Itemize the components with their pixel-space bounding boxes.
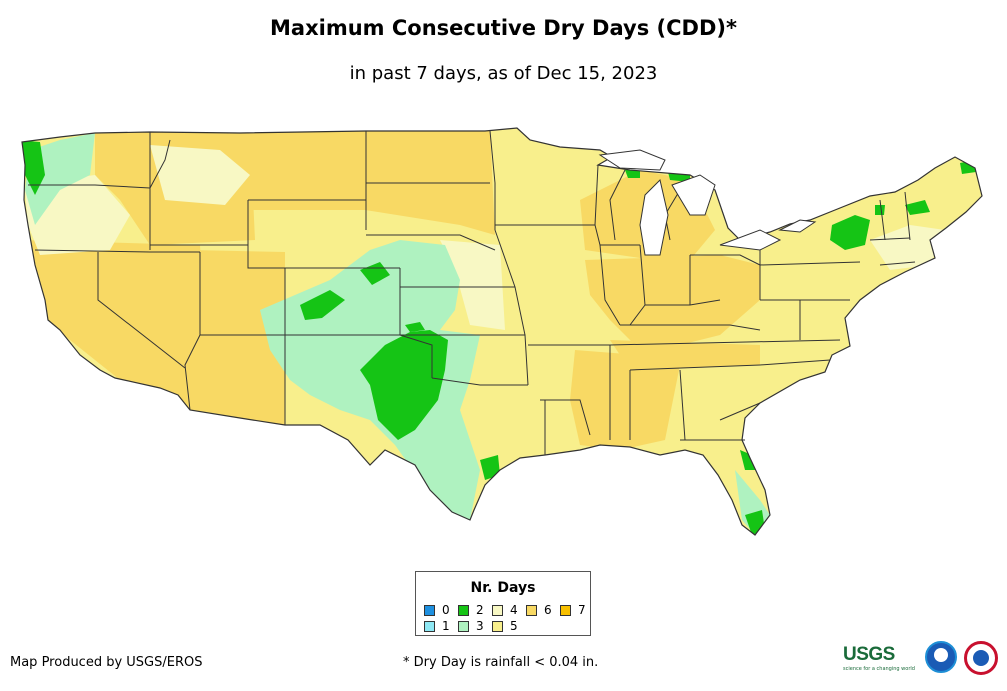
noaa-logo-icon — [925, 641, 957, 673]
legend-swatch — [424, 604, 435, 616]
legend-swatch — [526, 604, 537, 616]
legend-item-7: 7 — [560, 603, 586, 617]
usgs-logo: USGS — [843, 644, 895, 665]
legend-swatch — [458, 620, 469, 632]
legend-label: 7 — [578, 603, 586, 617]
legend-item-6: 6 — [526, 603, 552, 617]
legend-item-4: 4 — [492, 603, 518, 617]
legend: Nr. Days 0 1 2 3 4 5 6 — [415, 571, 591, 636]
legend-swatch — [492, 604, 503, 616]
legend-swatch — [492, 620, 503, 632]
great-lakes — [598, 149, 817, 256]
legend-label: 3 — [476, 619, 484, 633]
legend-item-3: 3 — [458, 619, 484, 633]
agency-logos: USGS science for a changing world — [843, 638, 1003, 680]
legend-swatch — [458, 604, 469, 616]
legend-item-5: 5 — [492, 619, 518, 633]
legend-swatch — [424, 620, 435, 632]
legend-label: 6 — [544, 603, 552, 617]
usgs-tagline: science for a changing world — [843, 666, 915, 672]
legend-item-0: 0 — [424, 603, 450, 617]
state-boundaries — [21, 127, 983, 536]
map-subtitle: in past 7 days, as of Dec 15, 2023 — [349, 63, 658, 84]
map-credit: Map Produced by USGS/EROS — [10, 655, 203, 670]
footnote: * Dry Day is rainfall < 0.04 in. — [403, 655, 599, 670]
legend-label: 0 — [442, 603, 450, 617]
legend-label: 2 — [476, 603, 484, 617]
legend-title: Nr. Days — [470, 580, 536, 596]
legend-label: 1 — [442, 619, 450, 633]
map-title: Maximum Consecutive Dry Days (CDD)* — [270, 16, 737, 40]
legend-item-2: 2 — [458, 603, 484, 617]
legend-label: 5 — [510, 619, 518, 633]
nws-logo-icon — [964, 641, 998, 675]
legend-swatch — [560, 604, 571, 616]
cdd-fill — [22, 128, 982, 535]
legend-label: 4 — [510, 603, 518, 617]
legend-item-1: 1 — [424, 619, 450, 633]
